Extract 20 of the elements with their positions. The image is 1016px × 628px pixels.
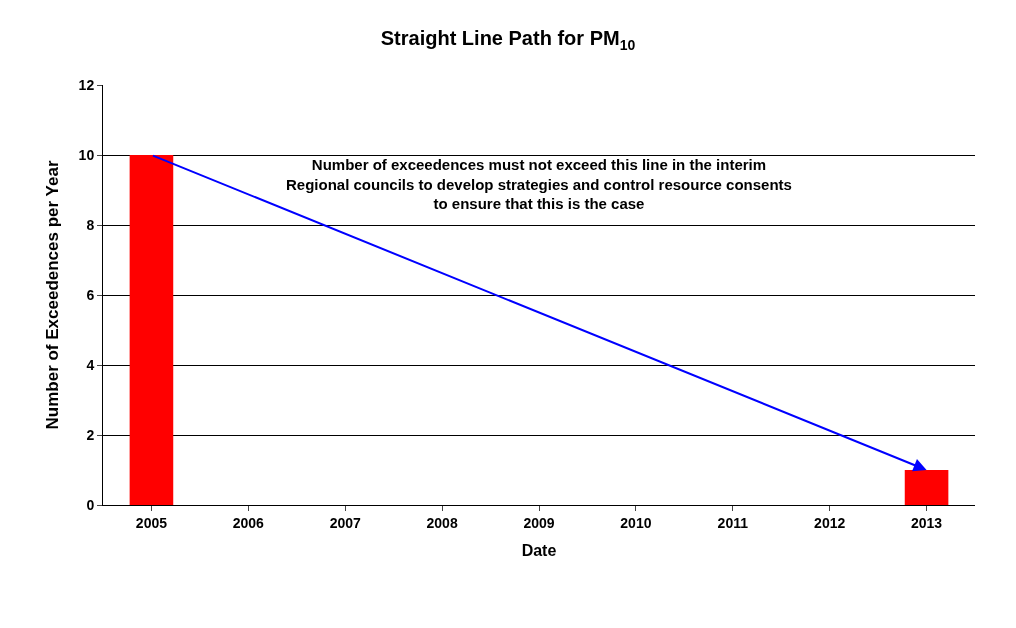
x-tick-label: 2005 (135, 514, 168, 531)
x-tick-label: 2012 (814, 514, 846, 531)
y-tick-label: 12 (78, 76, 95, 93)
chart-title: Straight Line Path for PM$_{10}$ (380, 27, 636, 53)
annotation: Number of exceedences must not exceed this line in the interim Regional councils to develop strategies and control resource consents to ensure that this is the case (286, 156, 792, 212)
x-tick-label: 2006 (232, 514, 265, 531)
x-tick-label: 2009 (523, 514, 555, 531)
x-axis-title: Date (521, 542, 557, 560)
y-axis-title: Number of Exceedences per Year (43, 160, 63, 430)
x-tick-label: 2011 (717, 514, 749, 531)
y-tick-label: 10 (78, 146, 95, 163)
y-tick-label: 6 (86, 286, 95, 303)
y-tick-label: 0 (86, 496, 95, 513)
y-tick-label: 2 (86, 426, 95, 443)
x-tick-label: 2010 (620, 514, 652, 531)
x-tick-label: 2007 (329, 514, 361, 531)
y-tick-label: 4 (86, 356, 95, 373)
y-tick-label: 8 (86, 216, 95, 233)
x-tick-label: 2008 (426, 514, 458, 531)
x-tick-label: 2013 (910, 514, 943, 531)
